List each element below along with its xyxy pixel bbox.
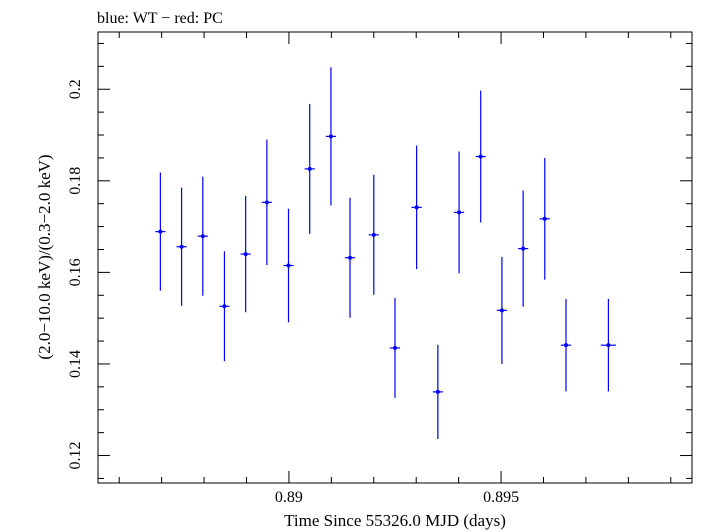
- data-marker: [606, 343, 611, 348]
- plot-frame: [97, 31, 693, 484]
- data-point: [432, 344, 443, 440]
- x-axis-tick-labels: 0.89 0.895: [275, 489, 519, 506]
- y-tick-label: 0.18: [67, 167, 84, 195]
- data-point: [304, 103, 315, 234]
- data-point: [475, 90, 486, 223]
- data-point: [518, 190, 529, 307]
- data-marker: [264, 200, 269, 205]
- data-point: [261, 139, 272, 266]
- data-point: [389, 298, 401, 398]
- x-axis-label: Time Since 55326.0 MJD (days): [284, 511, 506, 530]
- x-tick-label: 0.895: [483, 489, 519, 506]
- y-axis-ticks: [98, 42, 692, 479]
- data-point: [197, 176, 208, 296]
- data-point: [283, 208, 294, 323]
- y-tick-label: 0.16: [67, 258, 84, 286]
- data-marker: [179, 244, 184, 249]
- data-point: [344, 197, 356, 318]
- data-point: [560, 298, 572, 392]
- data-marker: [222, 304, 227, 309]
- x-axis-ticks: [118, 32, 672, 483]
- data-point: [411, 145, 422, 270]
- data-point: [219, 251, 230, 362]
- data-point: [240, 195, 251, 313]
- data-marker: [158, 229, 163, 234]
- data-point: [496, 256, 508, 364]
- data-point: [539, 157, 550, 280]
- data-marker: [243, 252, 248, 257]
- data-marker: [307, 166, 312, 171]
- data-marker: [328, 134, 333, 139]
- data-marker: [348, 255, 353, 260]
- data-marker: [499, 308, 504, 313]
- series-layer: [155, 67, 617, 440]
- data-marker: [457, 210, 462, 215]
- data-marker: [371, 232, 376, 237]
- y-tick-label: 0.2: [67, 79, 84, 99]
- data-point: [453, 151, 465, 274]
- data-marker: [200, 234, 205, 239]
- data-point: [155, 172, 166, 291]
- data-marker: [435, 389, 440, 394]
- data-marker: [393, 345, 397, 350]
- data-marker: [542, 216, 547, 221]
- data-marker: [563, 343, 568, 348]
- data-marker: [478, 154, 483, 159]
- data-point: [176, 187, 187, 306]
- chart-title: blue: WT − red: PC: [97, 10, 223, 27]
- data-point: [600, 298, 617, 392]
- y-tick-label: 0.14: [67, 350, 84, 378]
- data-marker: [521, 246, 526, 251]
- data-marker: [286, 263, 291, 268]
- x-tick-label: 0.89: [275, 489, 303, 506]
- data-marker: [414, 205, 419, 210]
- y-axis-tick-labels: 0.12 0.14 0.16 0.18 0.2: [67, 79, 84, 469]
- y-axis-label: (2.0−10.0 keV)/(0.3−2.0 keV): [35, 154, 54, 359]
- data-point: [325, 67, 337, 206]
- data-point: [368, 174, 379, 295]
- y-tick-label: 0.12: [67, 442, 84, 470]
